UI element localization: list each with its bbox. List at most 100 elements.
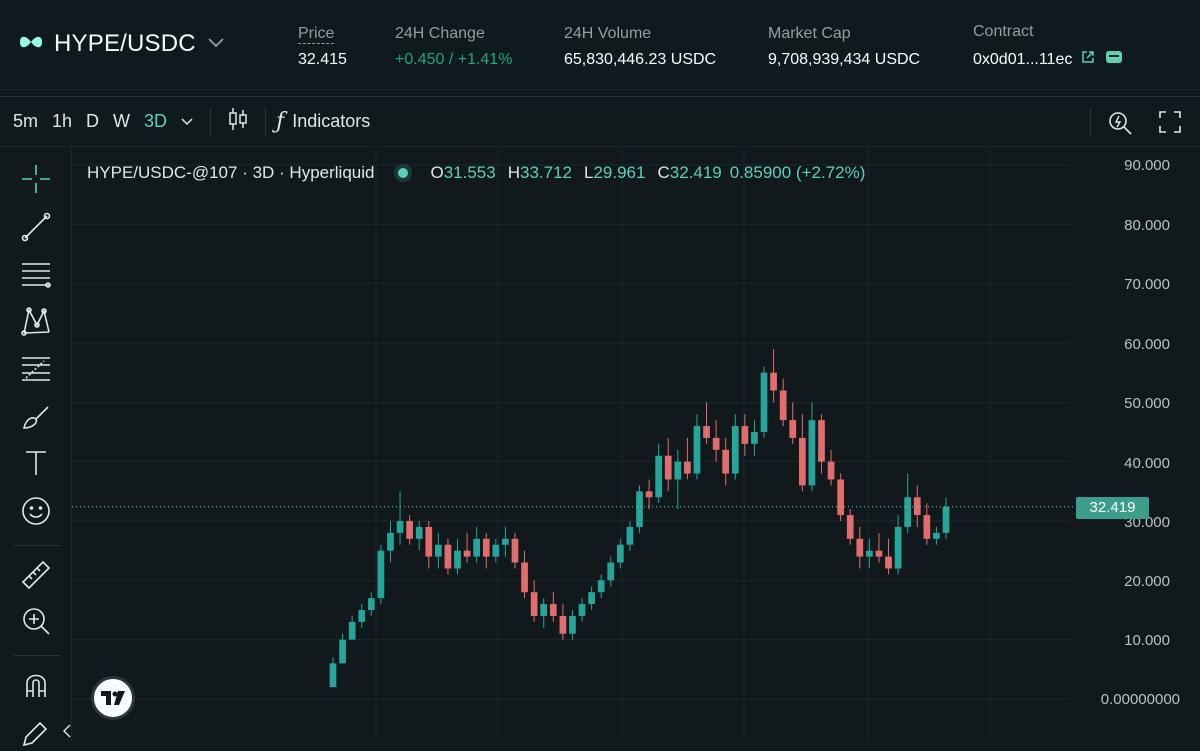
legend-o-label: O <box>430 163 444 182</box>
candle-body <box>454 550 461 569</box>
y-axis-label: 90.000 <box>1124 157 1170 174</box>
candle-body <box>377 550 385 599</box>
stat-contract-label: Contract <box>973 23 1034 40</box>
stat-contract: Contract 0x0d01...11ec <box>973 23 1124 70</box>
trend-line-icon[interactable] <box>18 209 54 245</box>
chart-panel: 5m 1h D W 3D ƒ Indicators <box>0 96 1200 747</box>
stat-24h-change-label: 24H Change <box>395 25 485 42</box>
candle-body <box>329 663 337 688</box>
candle-body <box>597 580 605 593</box>
stat-price: Price 32.415 <box>298 25 347 69</box>
stat-24h-volume-value: 65,830,446.23 USDC <box>564 51 717 68</box>
price-chart[interactable] <box>0 147 1200 741</box>
pattern-icon[interactable] <box>18 303 54 339</box>
candle-body <box>425 526 433 557</box>
candle-body <box>588 592 595 605</box>
candle-body <box>664 455 672 480</box>
candle-body <box>559 615 567 634</box>
candle-body <box>818 420 825 462</box>
text-icon[interactable] <box>18 445 54 481</box>
candle-body <box>549 604 557 616</box>
pair-selector[interactable]: HYPE/USDC <box>18 30 226 58</box>
candle-body <box>674 461 682 480</box>
y-axis-label: 20.000 <box>1124 573 1170 590</box>
fib-icon[interactable] <box>18 351 54 387</box>
candle-body <box>367 598 375 610</box>
candle-body <box>942 506 950 533</box>
crosshair-icon[interactable] <box>18 161 54 197</box>
candle-body <box>760 372 768 432</box>
stat-24h-change-value: +0.450 / +1.41% <box>395 51 513 68</box>
legend-high: 33.712 <box>519 163 572 182</box>
horizontal-lines-icon[interactable] <box>18 256 54 292</box>
candle-body <box>712 437 720 450</box>
alert-search-icon[interactable] <box>1106 109 1134 142</box>
zoom-in-icon[interactable] <box>18 603 54 639</box>
candle-body <box>645 491 653 498</box>
emoji-icon[interactable] <box>18 493 54 529</box>
legend-c-label: C <box>657 163 670 182</box>
stat-market-cap-label: Market Cap <box>768 25 851 42</box>
stat-market-cap-value: 9,708,939,434 USDC <box>768 51 921 68</box>
y-axis-label: 10.000 <box>1124 632 1170 649</box>
candle-body <box>846 515 854 539</box>
candle-body <box>540 604 548 616</box>
indicators-button[interactable]: ƒ Indicators <box>276 109 370 134</box>
fullscreen-icon[interactable] <box>1158 110 1182 139</box>
y-axis-label: 60.000 <box>1124 336 1170 353</box>
y-axis-label: 70.000 <box>1124 276 1170 293</box>
candle-body <box>396 521 404 533</box>
candle-body <box>703 426 710 438</box>
chevron-down-icon[interactable] <box>206 35 226 54</box>
candle-body <box>904 497 912 527</box>
timeframe-5m[interactable]: 5m <box>13 111 39 131</box>
candle-body <box>866 550 873 557</box>
stat-24h-volume: 24H Volume 65,830,446.23 USDC <box>564 25 716 69</box>
candle-body <box>693 426 701 474</box>
y-axis-label: 40.000 <box>1124 455 1170 472</box>
legend-low: 29.961 <box>593 163 646 182</box>
candle-body <box>636 491 643 527</box>
candle-body <box>473 538 481 557</box>
stat-price-value: 32.415 <box>298 51 347 68</box>
candle-body <box>435 544 442 557</box>
candle-body <box>722 449 730 474</box>
stat-price-label[interactable]: Price <box>298 25 335 44</box>
timeframe-chevron-icon[interactable] <box>174 113 200 131</box>
candle-body <box>827 461 835 480</box>
candle-body <box>358 610 366 622</box>
candle-body <box>684 461 691 474</box>
external-link-icon[interactable] <box>1080 49 1096 70</box>
tradingview-logo[interactable] <box>91 676 135 720</box>
legend-symbol[interactable]: HYPE/USDC-@107 · 3D · Hyperliquid <box>87 163 375 182</box>
candle-body <box>339 639 346 664</box>
candle-body <box>894 526 902 569</box>
stat-contract-value[interactable]: 0x0d01...11ec <box>973 50 1073 68</box>
candle-body <box>913 497 921 516</box>
brush-icon[interactable] <box>18 399 54 435</box>
candle-body <box>521 562 528 593</box>
candle-body <box>463 550 471 557</box>
candle-type-icon[interactable] <box>221 106 255 137</box>
collapse-chevron-icon[interactable] <box>62 723 72 744</box>
candle-body <box>731 426 739 474</box>
stat-24h-change: 24H Change +0.450 / +1.41% <box>395 25 512 69</box>
candle-body <box>616 544 624 563</box>
candle-body <box>492 544 500 557</box>
magnet-icon[interactable] <box>18 667 54 703</box>
timeframe-3d[interactable]: 3D <box>144 111 168 131</box>
y-axis-label: 50.000 <box>1124 395 1170 412</box>
candle-body <box>798 437 806 486</box>
candle-body <box>502 538 509 545</box>
candle-body <box>856 538 864 557</box>
tradingview-icon <box>101 691 125 705</box>
candle-body <box>885 556 892 569</box>
chart-legend: HYPE/USDC-@107 · 3D · Hyperliquid O 31.55… <box>87 163 865 183</box>
wallet-icon[interactable] <box>1104 49 1124 70</box>
candle-body <box>511 538 519 563</box>
y-axis-label: 0.00000000 <box>1100 691 1180 708</box>
timeframe-1h[interactable]: 1h <box>52 111 73 131</box>
timeframe-d[interactable]: D <box>86 111 100 131</box>
timeframe-w[interactable]: W <box>113 111 131 131</box>
ruler-icon[interactable] <box>18 557 54 593</box>
